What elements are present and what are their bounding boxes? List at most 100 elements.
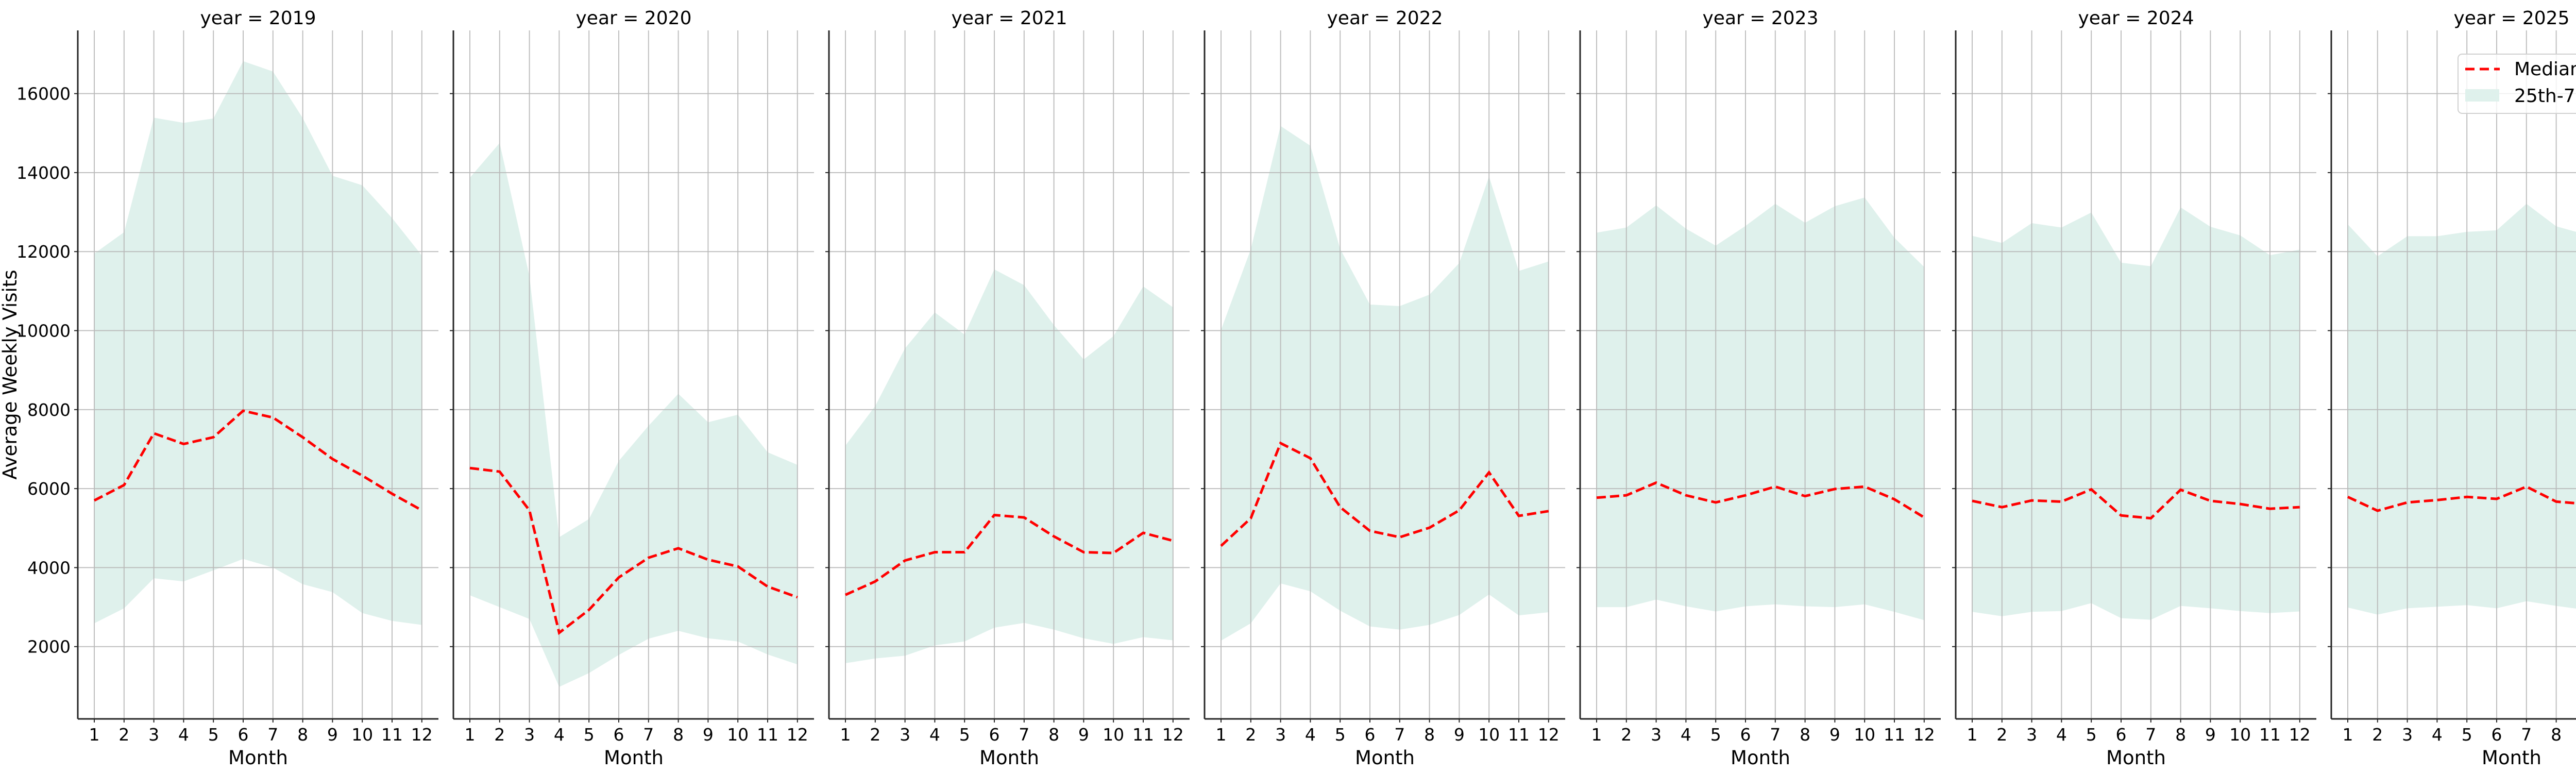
y-tick-label: 12000 — [16, 242, 71, 262]
x-tick-label: 4 — [1681, 725, 1691, 745]
x-tick-label: 1 — [465, 725, 476, 745]
y-tick-label: 14000 — [16, 163, 71, 183]
x-tick-label: 4 — [2056, 725, 2067, 745]
x-tick-label: 6 — [614, 725, 624, 745]
x-axis-title: Month — [2106, 747, 2166, 769]
x-tick-label: 11 — [1884, 725, 1905, 745]
x-tick-label: 1 — [2343, 725, 2353, 745]
x-tick-label: 6 — [1740, 725, 1751, 745]
x-tick-label: 8 — [2175, 725, 2186, 745]
x-tick-label: 5 — [208, 725, 219, 745]
x-tick-label: 4 — [554, 725, 565, 745]
x-tick-label: 12 — [787, 725, 808, 745]
x-tick-label: 12 — [1913, 725, 1935, 745]
legend-band-label: 25th-75th Percentile — [2514, 86, 2576, 107]
x-tick-label: 7 — [1770, 725, 1781, 745]
percentile-band — [94, 61, 422, 625]
x-tick-label: 2 — [870, 725, 880, 745]
x-tick-label: 5 — [2462, 725, 2472, 745]
median-line — [469, 466, 798, 635]
x-tick-label: 10 — [351, 725, 373, 745]
x-tick-label: 7 — [2521, 725, 2532, 745]
x-tick-label: 2 — [1996, 725, 2007, 745]
panel-title: year = 2019 — [200, 8, 316, 29]
x-tick-label: 4 — [178, 725, 189, 745]
x-tick-label: 4 — [929, 725, 940, 745]
x-tick-label: 1 — [1216, 725, 1227, 745]
median-line — [1972, 488, 2300, 520]
x-tick-label: 5 — [584, 725, 595, 745]
legend-band-swatch — [2465, 89, 2499, 102]
x-tick-label: 10 — [1103, 725, 1124, 745]
percentile-band — [2348, 204, 2576, 615]
panel-title: year = 2023 — [1703, 8, 1819, 29]
x-tick-label: 10 — [1854, 725, 1875, 745]
y-tick-label: 16000 — [16, 84, 71, 104]
panel-title: year = 2020 — [576, 8, 692, 29]
x-tick-label: 2 — [494, 725, 505, 745]
x-tick-label: 8 — [1800, 725, 1810, 745]
panel-title: year = 2022 — [1327, 8, 1443, 29]
x-tick-label: 11 — [757, 725, 778, 745]
x-tick-label: 9 — [2205, 725, 2216, 745]
x-tick-label: 12 — [2289, 725, 2311, 745]
percentile-band — [1972, 207, 2300, 620]
x-tick-label: 8 — [673, 725, 684, 745]
panel-title: year = 2021 — [952, 8, 1067, 29]
median-line — [93, 409, 423, 512]
x-axis-title: Month — [604, 747, 664, 769]
x-tick-label: 7 — [1394, 725, 1405, 745]
x-tick-label: 10 — [727, 725, 749, 745]
x-tick-label: 3 — [1651, 725, 1662, 745]
x-tick-label: 9 — [703, 725, 714, 745]
x-tick-label: 7 — [643, 725, 654, 745]
x-tick-label: 1 — [840, 725, 851, 745]
median-line — [2347, 485, 2576, 512]
x-tick-label: 3 — [1275, 725, 1286, 745]
x-axis-title: Month — [2482, 747, 2541, 769]
percentile-band — [1597, 197, 1924, 620]
y-tick-label: 10000 — [16, 321, 71, 341]
x-tick-label: 11 — [381, 725, 403, 745]
x-tick-label: 8 — [297, 725, 308, 745]
x-tick-label: 4 — [1305, 725, 1316, 745]
x-tick-label: 9 — [327, 725, 338, 745]
x-axis-title: Month — [228, 747, 288, 769]
x-tick-label: 1 — [89, 725, 100, 745]
x-tick-label: 1 — [1591, 725, 1602, 745]
x-axis-title: Month — [1355, 747, 1415, 769]
x-tick-label: 6 — [2492, 725, 2502, 745]
x-tick-label: 8 — [1048, 725, 1059, 745]
x-tick-label: 2 — [1245, 725, 1256, 745]
x-tick-label: 10 — [2229, 725, 2251, 745]
x-tick-label: 2 — [1621, 725, 1632, 745]
x-tick-label: 3 — [2402, 725, 2413, 745]
median-line — [844, 513, 1174, 596]
x-tick-label: 3 — [2026, 725, 2037, 745]
x-tick-label: 11 — [2259, 725, 2281, 745]
y-tick-label: 8000 — [27, 400, 71, 420]
x-tick-label: 3 — [148, 725, 159, 745]
percentile-band — [845, 269, 1173, 663]
x-tick-label: 7 — [1019, 725, 1029, 745]
y-tick-label: 4000 — [27, 558, 71, 578]
x-tick-label: 7 — [267, 725, 278, 745]
x-tick-label: 12 — [1162, 725, 1184, 745]
x-tick-label: 5 — [959, 725, 970, 745]
x-tick-label: 10 — [1478, 725, 1500, 745]
x-tick-label: 1 — [1967, 725, 1978, 745]
x-tick-label: 9 — [1454, 725, 1465, 745]
x-tick-label: 2 — [118, 725, 129, 745]
percentile-band — [1221, 126, 1549, 641]
median-line — [1596, 481, 1925, 519]
